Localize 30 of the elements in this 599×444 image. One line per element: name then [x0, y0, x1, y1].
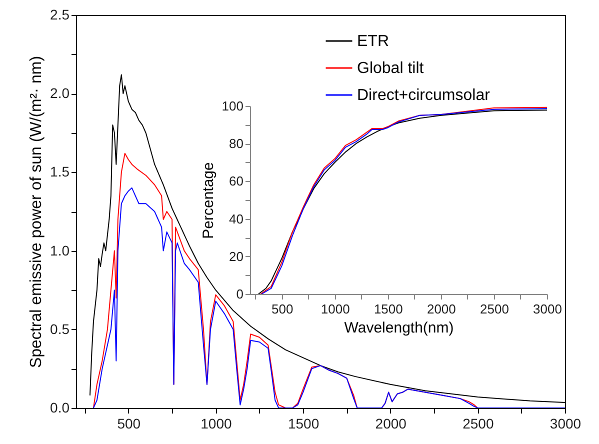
y-tick-label: 40 [229, 211, 244, 226]
x-tick-label: 3000 [550, 416, 582, 432]
y-tick-label: 60 [229, 174, 244, 189]
x-tick-label: 1500 [288, 416, 320, 432]
legend-label: Global tilt [357, 60, 424, 77]
x-tick-label: 2000 [375, 416, 407, 432]
x-axis-title: Wavelength(nm) [344, 320, 454, 336]
x-tick-label: 1000 [200, 416, 232, 432]
y-tick-label: 2.5 [50, 6, 70, 22]
y-tick-label: 0.5 [50, 320, 70, 337]
legend-label: ETR [357, 33, 389, 50]
x-tick-label: 1500 [374, 302, 403, 316]
x-tick-label: 2500 [480, 302, 509, 316]
y-tick-label: 1.0 [50, 242, 70, 258]
y-axis-title: Spectral emissive power of sun (W/(m²· nm) [28, 56, 46, 368]
x-tick-label: 2500 [462, 416, 494, 432]
y-tick-label: 0 [236, 286, 244, 302]
y-axis-title: Percentage [200, 162, 217, 239]
y-tick-label: 80 [229, 136, 244, 152]
legend-label: Direct+circumsolar [357, 87, 491, 104]
y-tick-label: 1.5 [50, 164, 70, 180]
y-tick-label: 0.0 [50, 400, 70, 416]
y-tick-label: 100 [222, 98, 244, 114]
x-tick-label: 1000 [320, 302, 350, 316]
y-tick-label: 20 [229, 248, 244, 264]
x-tick-label: 2000 [426, 302, 456, 316]
x-tick-label: 3000 [533, 302, 562, 316]
y-tick-label: 2.0 [50, 85, 70, 102]
x-tick-label: 500 [117, 416, 141, 432]
x-tick-label: 500 [271, 302, 294, 316]
